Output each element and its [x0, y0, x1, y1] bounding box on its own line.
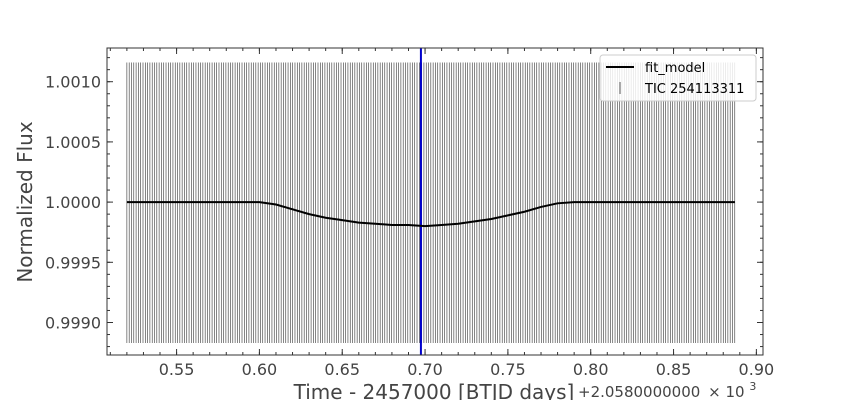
legend-label-tic: TIC 254113311	[644, 82, 744, 97]
fit-model-line	[126, 201, 735, 228]
y-tick-label: 1.0005	[45, 133, 101, 152]
x-tick-label: 0.85	[656, 360, 692, 379]
x-axis-offset: +2.0580000000 × 10 3	[578, 380, 756, 400]
y-axis: 0.9990 0.9995 1.0000 1.0005 1.0010	[45, 57, 763, 348]
y-tick-label: 1.0010	[45, 73, 101, 92]
x-axis-offset-value: +2.0580000000	[578, 383, 700, 400]
plot-frame	[106, 47, 764, 356]
x-tick-label: 0.60	[242, 360, 278, 379]
x-tick-label: 0.90	[739, 360, 775, 379]
y-axis-label: Normalized Flux	[13, 121, 37, 283]
x-tick-label: 0.65	[324, 360, 360, 379]
y-tick-label: 0.9995	[45, 253, 101, 272]
legend-label-fit-model: fit_model	[645, 61, 705, 76]
x-tick-label: 0.80	[573, 360, 609, 379]
legend-box	[599, 54, 757, 102]
y-tick-label: 1.0000	[45, 193, 101, 212]
x-axis: 0.55 0.60 0.65 0.70 0.75 0.80 0.85 0.90	[109, 48, 775, 379]
y-tick-label: 0.9990	[45, 313, 101, 332]
x-axis-offset-exponent: 3	[749, 380, 756, 393]
x-tick-label: 0.70	[407, 360, 443, 379]
model-series	[126, 201, 735, 228]
x-tick-label: 0.75	[490, 360, 526, 379]
x-tick-label: 0.55	[159, 360, 195, 379]
legend: fit_model TIC 254113311	[599, 54, 757, 102]
x-axis-label: Time - 2457000 [BTJD days]	[293, 380, 575, 400]
x-axis-offset-power: × 10	[708, 383, 744, 400]
